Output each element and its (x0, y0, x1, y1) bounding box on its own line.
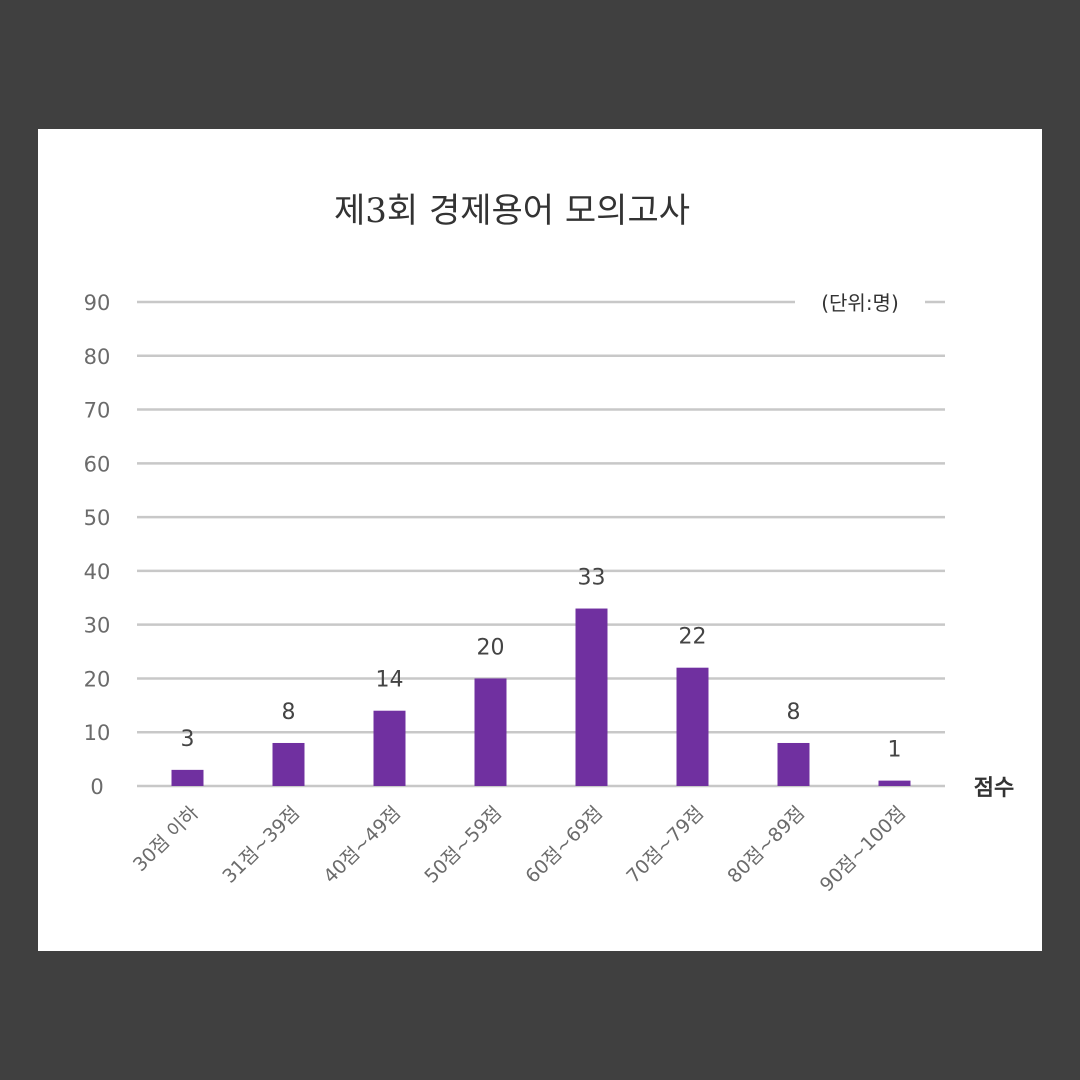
data-label: 20 (477, 635, 505, 660)
unit-label: (단위:명) (821, 291, 899, 315)
x-tick-label: 50점~59점 (420, 802, 506, 888)
bar (373, 710, 406, 786)
data-label: 3 (181, 727, 195, 752)
x-tick-label: 31점~39점 (218, 802, 304, 888)
x-axis-ticks: 30점 이하 31점~39점 40점~49점 50점~59점 60점~69점 70점~79… (129, 802, 910, 896)
y-tick-label: 10 (84, 721, 111, 745)
bars (171, 608, 911, 786)
y-axis-ticks: 0 10 20 30 40 50 60 70 80 90 (84, 291, 111, 799)
bar (777, 742, 810, 786)
chart-title: 제3회 경제용어 모의고사 (334, 191, 690, 231)
y-tick-label: 0 (90, 775, 103, 799)
bar (676, 667, 709, 786)
x-tick-label: 80점~89점 (723, 802, 809, 888)
data-label: 1 (888, 738, 902, 763)
bar (575, 608, 608, 786)
data-label: 14 (376, 668, 404, 693)
data-label: 22 (679, 625, 707, 650)
y-tick-label: 20 (84, 667, 111, 691)
unit-label-background (795, 288, 925, 318)
y-tick-label: 70 (84, 399, 111, 423)
data-label: 33 (578, 566, 606, 591)
y-tick-label: 50 (84, 506, 111, 530)
y-tick-label: 30 (84, 614, 111, 638)
bar (171, 769, 204, 786)
x-tick-label: 90점~100점 (816, 802, 910, 896)
y-tick-label: 40 (84, 560, 111, 584)
data-label: 8 (282, 700, 296, 725)
data-label: 8 (787, 700, 801, 725)
value-labels: 3 8 14 20 33 22 8 1 (181, 566, 902, 763)
bar (272, 742, 305, 786)
x-tick-label: 40점~49점 (319, 802, 405, 888)
chart-card (38, 129, 1042, 951)
x-axis-label: 점수 (974, 776, 1014, 801)
bar (474, 678, 507, 786)
x-tick-label: 60점~69점 (521, 802, 607, 888)
bar (878, 780, 911, 786)
y-tick-label: 80 (84, 345, 111, 369)
x-tick-label: 30점 이하 (129, 802, 203, 876)
x-tick-label: 70점~79점 (622, 802, 708, 888)
y-tick-label: 60 (84, 452, 111, 476)
grid-lines (137, 300, 945, 788)
y-tick-label: 90 (84, 291, 111, 315)
